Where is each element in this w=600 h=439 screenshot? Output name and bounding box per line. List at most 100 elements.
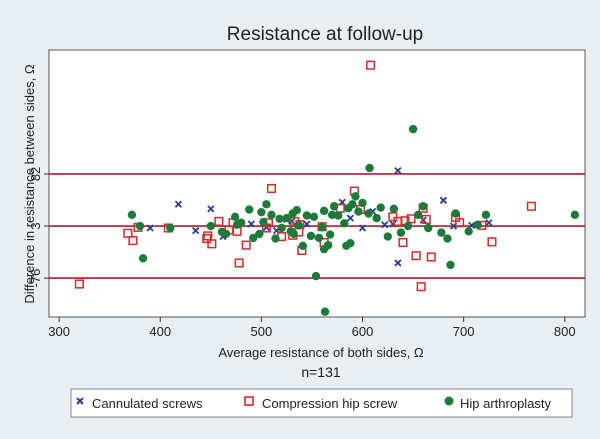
point-compression-hip-screw [128, 235, 138, 246]
x-tick-label: 300 [48, 324, 70, 339]
point-hip-arthroplasty [372, 213, 381, 223]
legend-entry-compression-hip-screw: Compression hip screw [244, 396, 398, 411]
point-hip-arthroplasty [206, 221, 216, 231]
point-hip-arthroplasty [275, 214, 284, 223]
legend-entry-cannulated-screws: Cannulated screws [76, 396, 203, 411]
point-cannulated-screws [146, 224, 154, 232]
point-cannulated-screws [381, 221, 389, 229]
point-compression-hip-screw [241, 240, 251, 250]
point-hip-arthroplasty [314, 233, 324, 243]
point-hip-arthroplasty [443, 234, 452, 243]
point-hip-arthroplasty [346, 238, 355, 248]
point-hip-arthroplasty [424, 223, 433, 233]
x-tick-label: 500 [251, 324, 273, 339]
point-hip-arthroplasty [236, 218, 246, 227]
point-hip-arthroplasty [249, 233, 258, 243]
y-axis-label: Difference in resistance between sides, … [22, 64, 37, 304]
chart-title: Resistance at follow-up [227, 24, 423, 45]
point-hip-arthroplasty [408, 124, 418, 134]
y-tick-label: 3 [28, 222, 43, 229]
point-cannulated-screws [247, 220, 255, 228]
x-tick-label: 800 [554, 324, 576, 339]
point-hip-arthroplasty [481, 210, 491, 220]
point-hip-arthroplasty [413, 210, 423, 220]
point-hip-arthroplasty [319, 206, 329, 216]
x-tick-label: 400 [149, 324, 171, 339]
x-tick-label: 700 [453, 324, 475, 339]
point-compression-hip-screw [406, 214, 416, 224]
point-compression-hip-screw [202, 233, 212, 244]
point-hip-arthroplasty [354, 207, 363, 216]
point-cannulated-screws [394, 167, 402, 175]
legend-marker-square [244, 396, 254, 406]
point-hip-arthroplasty [389, 204, 399, 214]
legend-label-hip-arthroplasty: Hip arthroplasty [460, 396, 552, 411]
point-hip-arthroplasty [403, 221, 413, 231]
point-cannulated-screws [439, 196, 448, 204]
point-compression-hip-screw [455, 218, 465, 228]
point-compression-hip-screw [366, 60, 376, 70]
point-hip-arthroplasty [325, 230, 335, 239]
point-hip-arthroplasty [259, 217, 268, 227]
sample-size-label: n=131 [301, 364, 341, 380]
point-compression-hip-screw [426, 252, 436, 262]
point-hip-arthroplasty [294, 221, 303, 230]
y-tick-label: -76 [28, 269, 43, 288]
point-hip-arthroplasty [396, 228, 406, 237]
legend-box [70, 388, 573, 418]
point-hip-arthroplasty [302, 211, 312, 220]
point-hip-arthroplasty [257, 207, 266, 217]
point-hip-arthroplasty [334, 211, 343, 220]
point-hip-arthroplasty [138, 254, 148, 263]
point-hip-arthroplasty [376, 203, 385, 212]
point-compression-hip-screw [411, 251, 421, 261]
point-hip-arthroplasty [267, 210, 276, 220]
point-hip-arthroplasty [340, 219, 349, 228]
point-compression-hip-screw [74, 279, 84, 289]
point-hip-arthroplasty [364, 209, 373, 218]
point-hip-arthroplasty [320, 307, 330, 316]
point-hip-arthroplasty [437, 228, 446, 237]
point-hip-arthroplasty [289, 229, 298, 239]
legend-marker-circle [444, 396, 454, 406]
legend-entry-hip-arthroplasty: Hip arthroplasty [444, 396, 552, 411]
point-cannulated-screws [174, 200, 183, 208]
point-compression-hip-screw [207, 239, 217, 249]
point-hip-arthroplasty [135, 221, 145, 231]
point-hip-arthroplasty [329, 202, 339, 211]
point-hip-arthroplasty [230, 212, 240, 221]
point-hip-arthroplasty [311, 271, 321, 281]
point-hip-arthroplasty [271, 234, 280, 243]
point-hip-arthroplasty [317, 223, 327, 232]
point-compression-hip-screw [234, 258, 244, 268]
point-cannulated-screws [207, 205, 215, 213]
point-cannulated-screws [346, 214, 355, 222]
point-hip-arthroplasty [221, 229, 231, 239]
point-compression-hip-screw [526, 201, 536, 211]
point-compression-hip-screw [123, 228, 133, 238]
point-hip-arthroplasty [262, 200, 271, 209]
point-hip-arthroplasty [570, 210, 580, 220]
point-cannulated-screws [192, 227, 200, 235]
legend-marker-x [76, 397, 84, 405]
point-cannulated-screws [485, 219, 493, 227]
point-cannulated-screws [419, 216, 427, 224]
point-hip-arthroplasty [166, 223, 175, 233]
point-hip-arthroplasty [451, 209, 460, 218]
point-hip-arthroplasty [255, 229, 264, 239]
point-hip-arthroplasty [348, 200, 357, 209]
point-cannulated-screws [358, 224, 367, 232]
point-compression-hip-screw [388, 212, 398, 222]
point-compression-hip-screw [421, 214, 431, 224]
legend-label-cannulated-screws: Cannulated screws [92, 396, 203, 411]
x-tick-label: 600 [352, 324, 374, 339]
point-compression-hip-screw [416, 282, 426, 292]
point-hip-arthroplasty [464, 227, 473, 236]
y-tick-label: 82 [28, 167, 43, 181]
x-axis-ticks: 300 400 500 600 700 800 [48, 317, 576, 339]
point-hip-arthroplasty [358, 198, 367, 208]
point-hip-arthroplasty [365, 163, 374, 173]
data-points [74, 60, 580, 316]
point-hip-arthroplasty [282, 213, 291, 223]
